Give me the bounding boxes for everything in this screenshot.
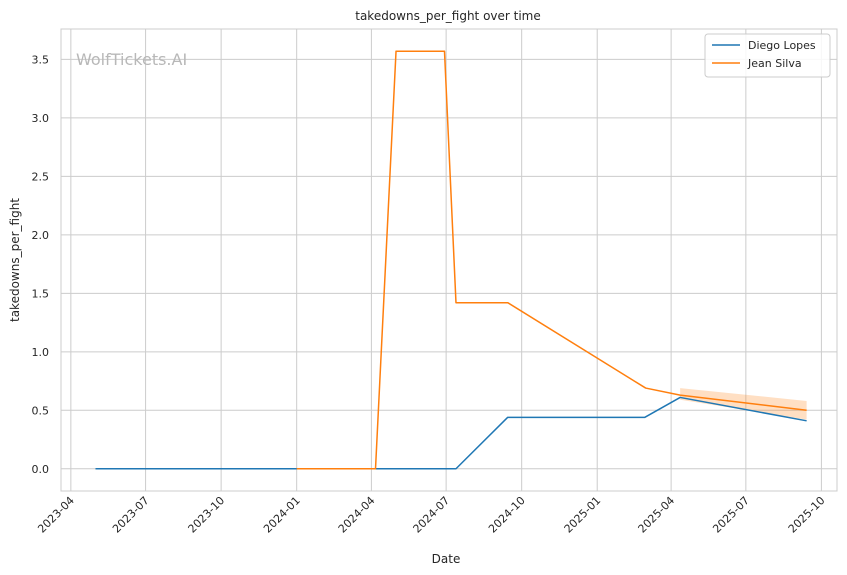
y-tick-label: 3.5 — [32, 53, 50, 66]
legend-label-jean-silva: Jean Silva — [747, 57, 802, 70]
legend-label-diego-lopes: Diego Lopes — [748, 39, 816, 52]
confidence-bands — [680, 388, 807, 420]
y-tick-label: 0.0 — [32, 463, 50, 476]
y-tick-label: 2.5 — [32, 170, 50, 183]
chart-title: takedowns_per_fight over time — [355, 9, 541, 23]
y-axis-label: takedowns_per_fight — [8, 198, 22, 322]
y-tick-labels: 0.0 0.5 1.0 1.5 2.0 2.5 3.0 3.5 — [32, 53, 50, 475]
y-tick-label: 0.5 — [32, 404, 50, 417]
y-tick-label: 1.5 — [32, 287, 50, 300]
y-tick-label: 3.0 — [32, 112, 50, 125]
y-tick-label: 2.0 — [32, 229, 50, 242]
legend: Diego Lopes Jean Silva — [704, 33, 831, 78]
watermark: WolfTickets.AI — [76, 50, 187, 69]
plot-frame — [60, 28, 838, 492]
x-gridlines — [70, 29, 822, 491]
confidence-band-jean-silva — [680, 388, 807, 420]
series-lines — [95, 50, 807, 470]
x-axis-label: Date — [432, 552, 461, 566]
y-tick-label: 1.0 — [32, 346, 50, 359]
series-line-diego-lopes — [95, 396, 807, 470]
series-line-jean-silva — [296, 50, 807, 470]
